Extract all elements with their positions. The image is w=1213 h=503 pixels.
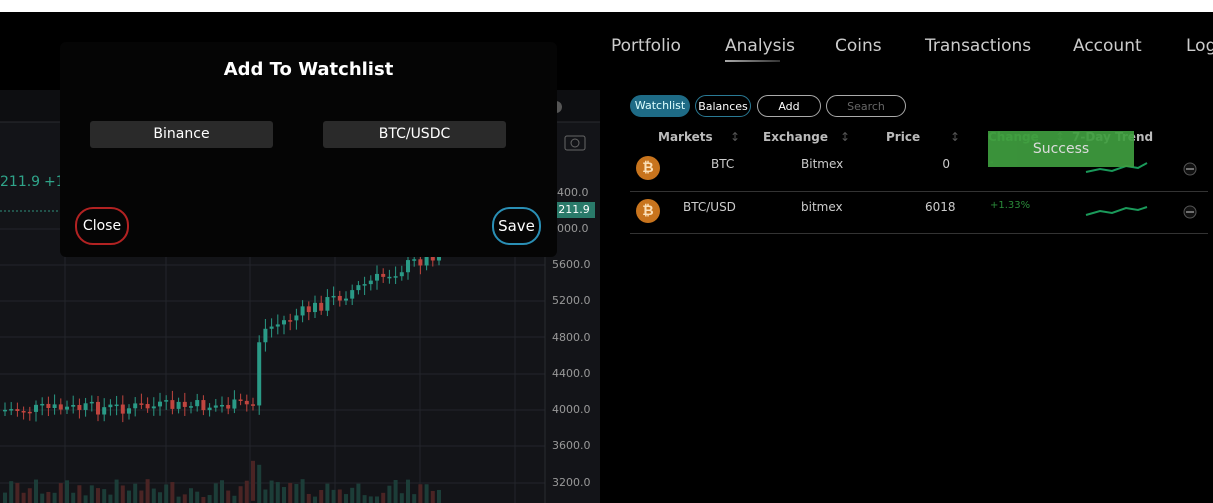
column-header: Exchange bbox=[763, 130, 828, 144]
nav-item[interactable]: Analysis bbox=[725, 36, 796, 56]
nav-item[interactable]: Account bbox=[1073, 36, 1142, 56]
table-cell: BTC/USD bbox=[683, 200, 736, 214]
axis-label: 4400.0 bbox=[552, 367, 591, 380]
price-tag: 211.9 bbox=[553, 202, 595, 218]
search-input[interactable]: Search bbox=[826, 95, 906, 117]
axis-label: 3600.0 bbox=[552, 439, 591, 452]
close-button[interactable]: Close bbox=[75, 207, 129, 245]
table-cell: Bitmex bbox=[801, 157, 844, 171]
nav-underline bbox=[725, 60, 780, 62]
axis-label: 3200.0 bbox=[552, 476, 591, 489]
row-divider bbox=[630, 233, 1208, 234]
coin-icon: ₿ bbox=[636, 156, 660, 180]
axis-label: 4000.0 bbox=[552, 403, 591, 416]
table-cell: BTC bbox=[711, 157, 735, 171]
axis-label: 4800.0 bbox=[552, 331, 591, 344]
top-bar bbox=[0, 0, 1213, 12]
nav-item[interactable]: Log bbox=[1186, 36, 1213, 56]
table-cell: 6018 bbox=[925, 200, 956, 214]
add-button[interactable]: Add bbox=[757, 95, 821, 117]
axis-label: 400.0 bbox=[557, 186, 589, 199]
axis-label: 000.0 bbox=[557, 222, 589, 235]
watchlist-tab[interactable]: Watchlist bbox=[630, 95, 690, 117]
exchange-field[interactable]: Binance bbox=[90, 121, 273, 148]
sort-icon: ↕ bbox=[730, 130, 741, 144]
modal: Add To Watchlist Binance BTC/USDC Close … bbox=[60, 42, 557, 257]
table-cell: 0 bbox=[942, 157, 950, 171]
sort-icon: ↕ bbox=[950, 130, 961, 144]
column-header: Price bbox=[886, 130, 921, 144]
axis-label: 5600.0 bbox=[552, 258, 591, 271]
chart-header-change: +1 bbox=[44, 174, 65, 190]
row-divider bbox=[630, 191, 1208, 192]
chart-header-value: 211.9 bbox=[0, 174, 41, 190]
pair-field[interactable]: BTC/USDC bbox=[323, 121, 506, 148]
sort-icon: ↕ bbox=[840, 130, 851, 144]
table-cell: bitmex bbox=[801, 200, 843, 214]
modal-title: Add To Watchlist bbox=[223, 59, 394, 80]
nav-item[interactable]: Transactions bbox=[925, 36, 1032, 56]
balances-tab[interactable]: Balances bbox=[695, 95, 751, 117]
coin-icon: ₿ bbox=[636, 199, 660, 223]
table-cell: +1.33% bbox=[990, 200, 1031, 211]
column-header: Markets bbox=[658, 130, 713, 144]
axis-label: 5200.0 bbox=[552, 294, 591, 307]
nav-item[interactable]: Portfolio bbox=[611, 36, 681, 56]
nav-item[interactable]: Coins bbox=[835, 36, 882, 56]
trend-sparklines bbox=[1085, 162, 1197, 219]
success-toast: Success bbox=[988, 131, 1134, 167]
save-button[interactable]: Save bbox=[492, 207, 541, 245]
